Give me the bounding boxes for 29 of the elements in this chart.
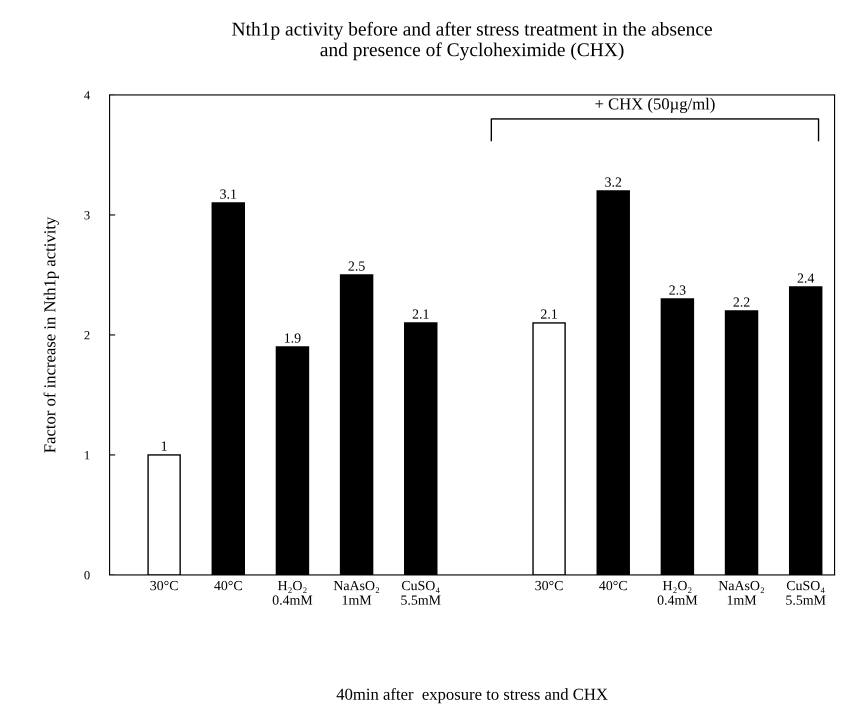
- data-label: 2.4: [798, 273, 814, 283]
- x-tick-label: 40°C: [599, 580, 627, 590]
- data-label: 2.2: [733, 297, 750, 307]
- data-label: 1.9: [284, 333, 301, 343]
- data-label: 3.1: [220, 189, 236, 199]
- x-tick-label: NaAsO₂ 1mM: [334, 580, 380, 605]
- text: 40min after exposure to stress and CHX: [336, 688, 608, 704]
- x-tick-label: CuSO₄ 5.5mM: [401, 580, 441, 605]
- x-tick-label: H₂O₂ 0.4mM: [272, 580, 312, 605]
- y-tick-label: 4: [84, 91, 90, 100]
- data-label: 1: [162, 441, 167, 451]
- data-label: 2.1: [412, 309, 429, 319]
- y-tick-label: 0: [84, 570, 90, 580]
- y-tick-label: 3: [84, 211, 90, 220]
- y-axis-title: Factor of increase in Nth1p activity: [44, 216, 59, 453]
- data-label: 2.5: [348, 261, 365, 271]
- data-label: 3.2: [605, 177, 622, 187]
- x-tick-label: 40°C: [214, 580, 242, 590]
- x-tick-label: 30°C: [535, 580, 563, 590]
- x-tick-label: H₂O₂ 0.4mM: [658, 580, 698, 605]
- data-label: 2.1: [541, 309, 557, 319]
- data-label: 2.3: [669, 285, 686, 295]
- x-tick-label: CuSO₄ 5.5mM: [786, 580, 826, 605]
- chart-title: Nth1p activity before and after stress treatment in the absence and presence of Cycloheximide (CHX): [232, 22, 712, 60]
- x-tick-label: NaAsO₂ 1mM: [718, 580, 764, 605]
- x-tick-label: 30°C: [150, 580, 178, 590]
- y-tick-label: 2: [84, 331, 90, 340]
- y-tick-label: 1: [84, 451, 90, 460]
- annotation: + CHX (50µg/ml): [595, 98, 715, 113]
